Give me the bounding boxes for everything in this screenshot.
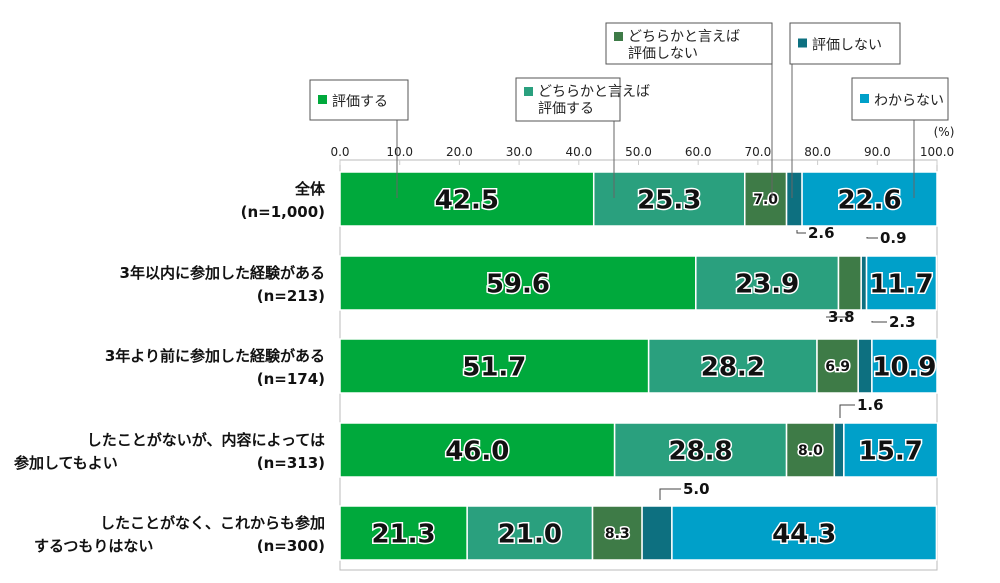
data-label: 44.3 [772, 519, 836, 549]
x-tick-label: 70.0 [745, 145, 772, 159]
legend-label: どちらかと言えば [538, 84, 650, 100]
category-label: したことがなく、これからも参加 [100, 514, 325, 532]
x-tick-label: 10.0 [386, 145, 413, 159]
legend-swatch [798, 38, 807, 48]
bar-segment [843, 422, 939, 478]
data-label: 42.5 [435, 185, 499, 215]
x-tick-label: 30.0 [506, 145, 533, 159]
leader-line [659, 488, 681, 500]
x-tick-label: 20.0 [446, 145, 473, 159]
bar-segment [865, 255, 938, 311]
data-label: 59.6 [486, 269, 550, 299]
data-label: 3.8 [828, 308, 855, 326]
category-n: (n=300) [257, 537, 325, 555]
bar-segment [857, 338, 873, 394]
category-n: (n=174) [257, 370, 325, 388]
data-label: 23.9 [735, 269, 799, 299]
legend-label: わからない [874, 93, 944, 109]
data-label: 0.9 [880, 229, 907, 247]
legend-label: 評価する [538, 101, 594, 117]
data-label: 21.3 [372, 519, 436, 549]
data-label: 22.6 [837, 185, 901, 215]
legend-label: 評価しない [812, 38, 882, 54]
data-label: 21.0 [498, 519, 562, 549]
x-tick-label: 80.0 [804, 145, 831, 159]
x-tick-label: 100.0 [920, 145, 954, 159]
bar-segment [339, 338, 650, 394]
category-n: (n=1,000) [241, 203, 325, 221]
bar-segment [641, 505, 673, 561]
x-tick-label: 0.0 [330, 145, 349, 159]
leader-line [826, 312, 850, 318]
legend-box [789, 22, 901, 65]
legend-swatch [318, 95, 327, 104]
data-label: 5.0 [683, 480, 710, 498]
x-tick-label: 40.0 [565, 145, 592, 159]
legend-box [605, 22, 773, 65]
bar-segment [833, 422, 845, 478]
bar-segment [785, 422, 836, 478]
bar-segment [466, 505, 594, 561]
data-label: 10.9 [872, 352, 936, 382]
legend-label: 評価する [332, 94, 388, 110]
data-label: 8.3 [605, 526, 630, 542]
bar-segment [695, 255, 840, 311]
category-label: 全体 [294, 180, 326, 198]
category-label: 3年より前に参加した経験がある [105, 347, 325, 365]
data-label: 28.2 [701, 352, 765, 382]
x-tick-label: 50.0 [625, 145, 652, 159]
category-label-line2: するつもりはない [34, 537, 153, 555]
category-n: (n=313) [257, 454, 325, 472]
data-label: 7.0 [753, 192, 778, 208]
legend-label: 評価しない [628, 46, 698, 62]
data-label: 1.6 [857, 396, 884, 414]
bar-segment [613, 422, 788, 478]
bar-segment [647, 338, 818, 394]
data-label: 25.3 [637, 185, 701, 215]
x-tick-label: 90.0 [864, 145, 891, 159]
data-label: 28.8 [669, 436, 733, 466]
data-label: 2.3 [889, 313, 916, 331]
legend-swatch [860, 94, 869, 103]
category-label: 3年以内に参加した経験がある [120, 264, 325, 282]
data-label: 2.6 [808, 224, 835, 242]
bar-segment [785, 171, 803, 227]
legend-box [515, 77, 621, 122]
bar-segment [671, 505, 938, 561]
data-label: 15.7 [859, 436, 923, 466]
leader-line [866, 237, 878, 239]
bar-segment [871, 338, 938, 394]
bar-segment [801, 171, 938, 227]
category-n: (n=213) [257, 287, 325, 305]
bar-segment [837, 255, 862, 311]
data-label: 6.9 [825, 359, 850, 375]
bar-segment [339, 171, 595, 227]
bar-segment [339, 422, 616, 478]
category-label-line2: 参加してもよい [14, 454, 118, 472]
data-label: 46.0 [445, 436, 509, 466]
data-label: 8.0 [798, 443, 823, 459]
bar-segment [591, 505, 643, 561]
legend-swatch [614, 32, 623, 41]
legend-label: どちらかと言えば [628, 29, 740, 45]
leader-line [871, 321, 887, 323]
bar-segment [860, 255, 868, 311]
unit-label: (%) [934, 125, 955, 139]
leader-line [839, 404, 855, 418]
legend-swatch [524, 87, 533, 96]
x-tick-label: 60.0 [685, 145, 712, 159]
category-label: したことがないが、内容によっては [87, 431, 325, 449]
leader-line [796, 230, 806, 234]
data-label: 51.7 [462, 352, 526, 382]
data-label: 11.7 [869, 269, 933, 299]
